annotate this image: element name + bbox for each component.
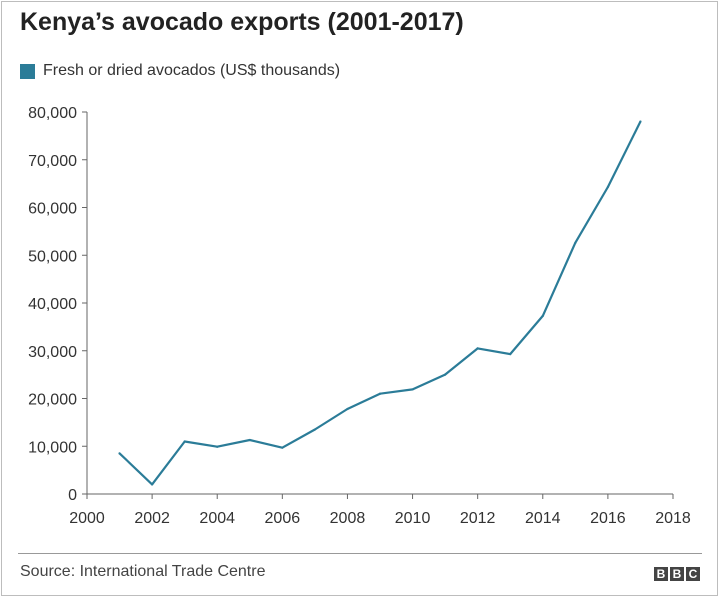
data-point — [476, 347, 479, 350]
data-point — [281, 446, 284, 449]
bbc-logo-block: C — [686, 567, 700, 581]
y-axis-ticks: 0 10,000 20,000 30,000 40,000 50,000 60,000 70,… — [28, 105, 87, 504]
legend-label: Fresh or dried avocados (US$ thousands) — [43, 62, 341, 79]
data-point — [639, 120, 642, 123]
data-point — [541, 314, 544, 317]
data-point — [346, 407, 349, 411]
y-tick-label: 40,000 — [28, 296, 77, 313]
y-tick-label: 70,000 — [28, 153, 77, 170]
bbc-logo: B B C — [654, 567, 700, 581]
y-tick-label: 30,000 — [28, 344, 77, 361]
data-point — [216, 445, 219, 448]
x-tick-label: 2004 — [199, 510, 235, 527]
series-layer — [118, 120, 642, 486]
y-tick-label: 60,000 — [28, 201, 77, 218]
legend: Fresh or dried avocados (US$ thousands) — [20, 62, 340, 80]
y-tick-label: 0 — [68, 487, 77, 504]
x-tick-label: 2012 — [460, 510, 496, 527]
y-tick-label: 20,000 — [28, 392, 77, 409]
data-point — [151, 483, 154, 486]
data-point — [444, 373, 447, 376]
data-point — [378, 392, 382, 395]
legend-swatch — [20, 63, 35, 79]
x-tick-label: 2002 — [134, 510, 170, 527]
x-tick-label: 2008 — [330, 510, 366, 527]
x-tick-label: 2018 — [655, 510, 691, 527]
data-point — [118, 452, 121, 455]
data-point — [509, 352, 512, 356]
x-tick-label: 2014 — [525, 510, 561, 527]
x-tick-label: 2016 — [590, 510, 626, 527]
bbc-logo-block: B — [654, 567, 668, 581]
data-point — [313, 428, 316, 431]
source-note: Source: International Trade Centre — [20, 563, 266, 580]
chart-title: Kenya’s avocado exports (2001-2017) — [20, 8, 464, 36]
data-point — [606, 185, 609, 189]
footer-divider — [18, 553, 702, 554]
x-tick-label: 2010 — [395, 510, 431, 527]
y-tick-label: 10,000 — [28, 439, 77, 456]
data-point — [183, 440, 186, 443]
x-axis-ticks: 2000 2002 2004 2006 2008 2010 2012 2014 2016 2018 — [69, 494, 691, 527]
series-line — [118, 120, 642, 486]
y-tick-label: 80,000 — [28, 105, 77, 122]
data-point — [248, 438, 251, 442]
data-point — [411, 388, 414, 391]
x-tick-label: 2000 — [69, 510, 105, 527]
bbc-logo-block: B — [670, 567, 684, 581]
y-tick-label: 50,000 — [28, 248, 77, 265]
x-tick-label: 2006 — [265, 510, 301, 527]
data-point — [574, 241, 577, 244]
